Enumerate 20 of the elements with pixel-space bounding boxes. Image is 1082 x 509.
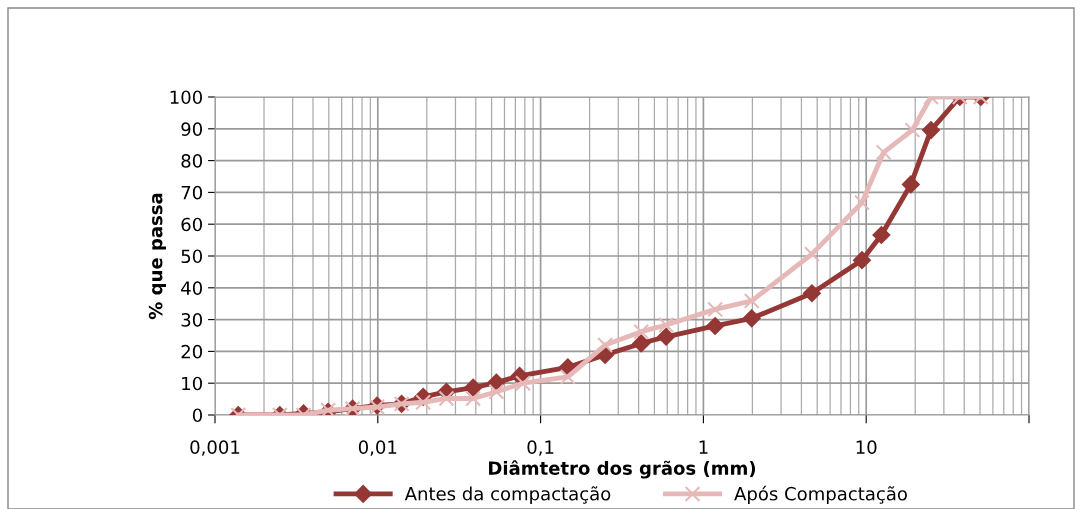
y-tick-label: 10 [182,376,202,391]
y-tick-label: 90 [181,122,202,136]
y-tick-label: 60 [181,217,202,232]
x-tick-label: 0,01 [358,440,397,456]
x-tick-label: 0,1 [527,440,554,456]
y-tick-label: 70 [181,185,202,200]
y-tick-label: 30 [181,313,202,327]
y-tick-label: 100 [170,90,202,105]
y-tick-label: 50 [181,249,202,264]
x-tick-label: 0,001 [190,440,240,456]
y-tick-label: 80 [181,154,202,168]
x-tick-label: 10 [856,440,877,454]
y-tick-label: 20 [181,344,202,359]
legend-label: Após Compactação [734,485,907,505]
legend-label: Antes da compactação [404,486,611,505]
y-axis-title: % que passa [148,193,166,320]
y-tick-label: 0 [192,408,202,423]
y-tick-label: 40 [181,281,202,295]
x-tick-label: 1 [699,440,708,454]
x-axis-title: Diâmtetro dos grãos (mm) [489,460,756,479]
